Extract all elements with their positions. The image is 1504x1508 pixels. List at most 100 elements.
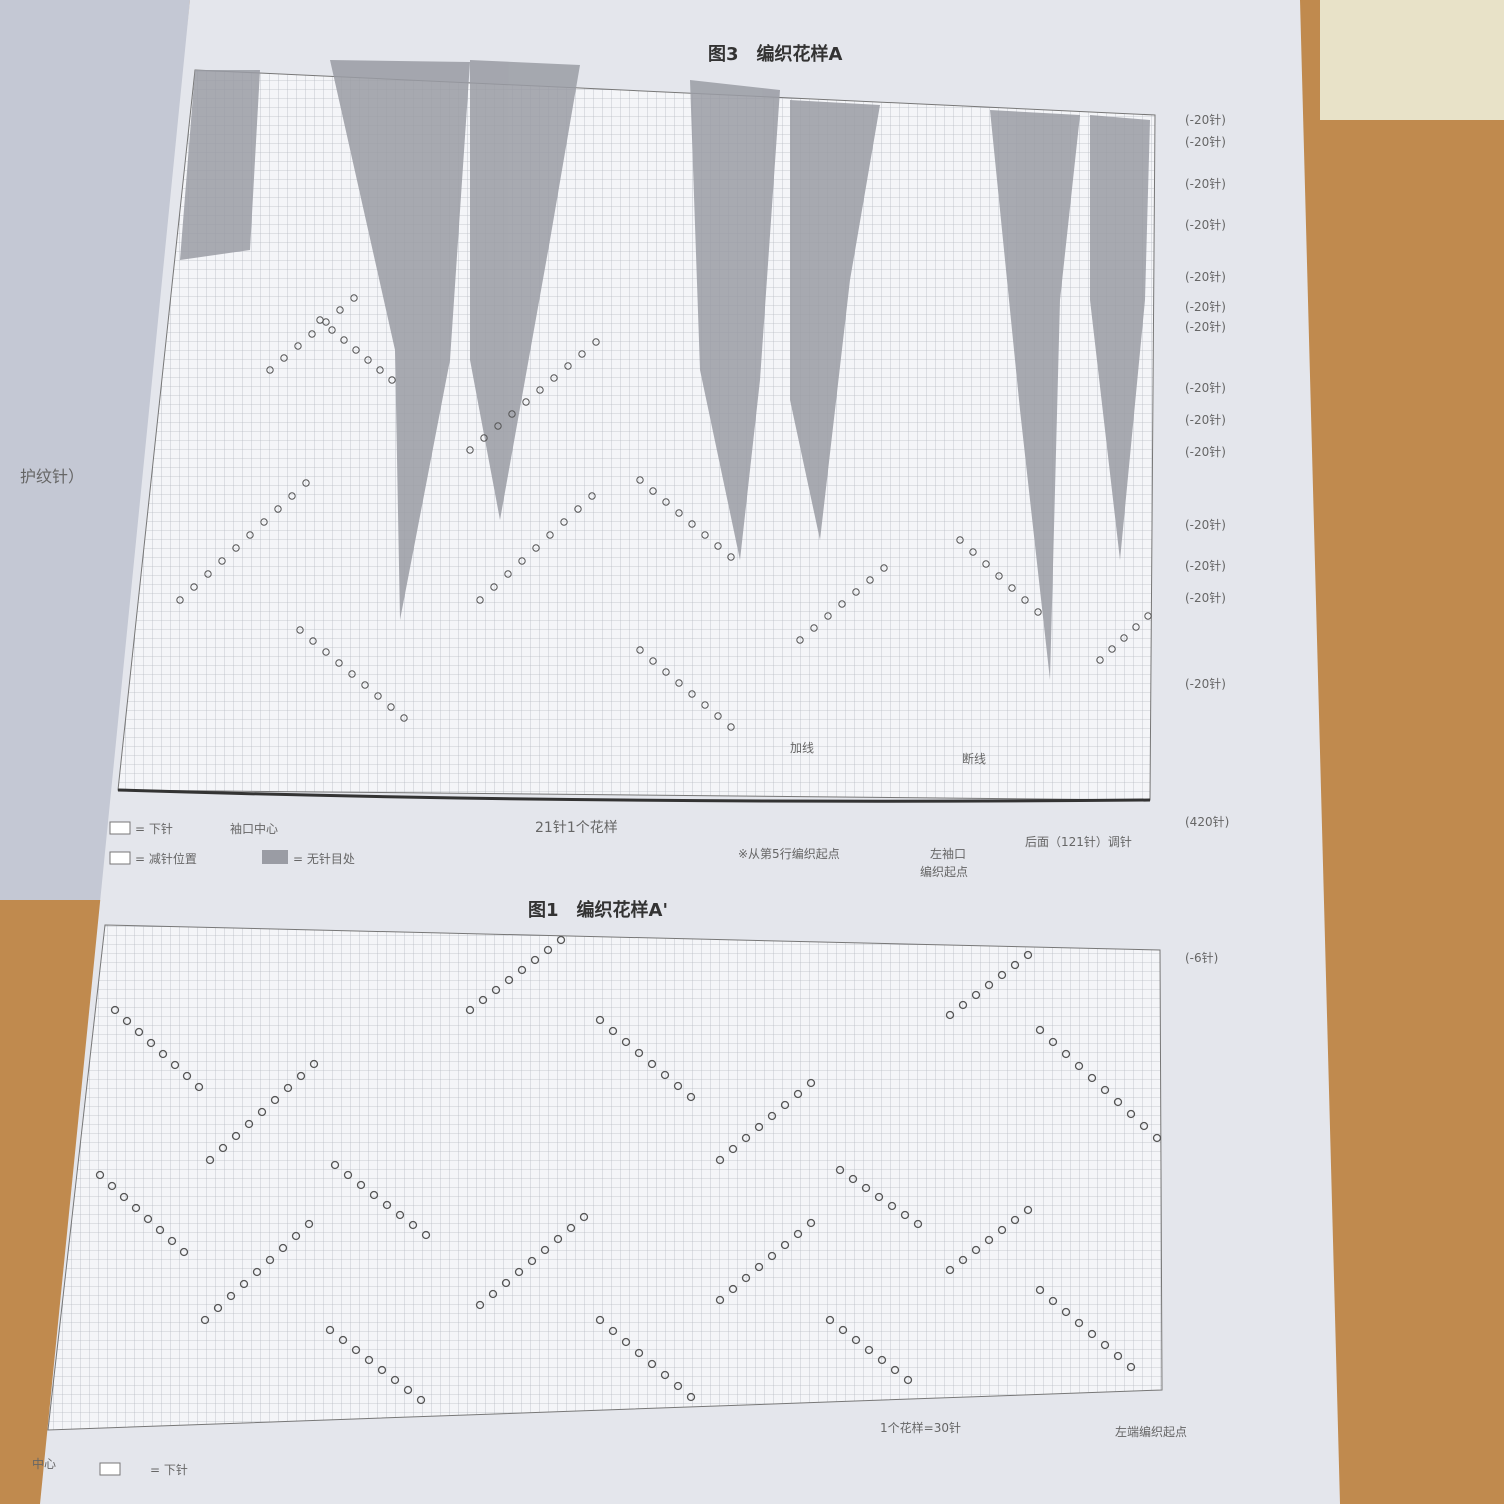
yarn-over xyxy=(204,570,212,578)
yarn-over xyxy=(1087,1073,1097,1083)
row-label: (-20针) xyxy=(1185,112,1226,127)
yarn-over xyxy=(982,560,990,568)
repeat: 1个花样=30针 xyxy=(880,1420,961,1435)
yarn-over xyxy=(218,1143,228,1153)
yarn-over xyxy=(356,1180,366,1190)
yarn-over xyxy=(403,1385,413,1395)
yarn-over xyxy=(715,1295,725,1305)
yarn-over xyxy=(890,1365,900,1375)
yarn-over xyxy=(348,670,356,678)
yarn-over xyxy=(351,1345,361,1355)
join: 加线 xyxy=(790,741,814,755)
yarn-over xyxy=(608,1326,618,1336)
yarn-over xyxy=(170,1060,180,1070)
yarn-over xyxy=(527,1256,537,1266)
yarn-over xyxy=(400,714,408,722)
yarn-over xyxy=(352,346,360,354)
yarn-over xyxy=(476,596,484,604)
yarn-over xyxy=(517,965,527,975)
yarn-over xyxy=(903,1375,913,1385)
yarn-over xyxy=(325,1325,335,1335)
yarn-over xyxy=(480,434,488,442)
yarn-over xyxy=(754,1262,764,1272)
yarn-over xyxy=(1132,623,1140,631)
yarn-over xyxy=(194,1082,204,1092)
yarn-over xyxy=(675,679,683,687)
yarn-over xyxy=(1035,1025,1045,1035)
legend: = 无针目处 xyxy=(293,851,355,866)
yarn-over xyxy=(508,410,516,418)
yarn-over xyxy=(662,668,670,676)
yarn-over xyxy=(984,1235,994,1245)
yarn-over xyxy=(566,1223,576,1233)
yarn-over xyxy=(595,1315,605,1325)
yarn-over xyxy=(296,1071,306,1081)
yarn-over xyxy=(810,624,818,632)
yarn-over xyxy=(848,1174,858,1184)
yarn-over xyxy=(796,636,804,644)
yarn-over xyxy=(1152,1133,1162,1143)
yarn-over xyxy=(608,1026,618,1036)
yarn-over xyxy=(488,1289,498,1299)
yarn-over xyxy=(302,479,310,487)
yarn-over xyxy=(701,701,709,709)
yarn-over xyxy=(984,980,994,990)
yarn-over xyxy=(649,657,657,665)
yarn-over xyxy=(995,572,1003,580)
row-label: (-20针) xyxy=(1185,517,1226,532)
yarn-over xyxy=(294,342,302,350)
yarn-over xyxy=(134,1027,144,1037)
repeat: 21针1个花样 xyxy=(535,820,618,836)
yarn-over xyxy=(110,1005,120,1015)
yarn-over xyxy=(265,1255,275,1265)
yarn-over xyxy=(861,1183,871,1193)
yarn-over xyxy=(376,366,384,374)
yarn-over xyxy=(945,1265,955,1275)
yarn-over xyxy=(660,1070,670,1080)
start: 左端编织起点 xyxy=(1115,1424,1187,1439)
yarn-over xyxy=(852,588,860,596)
yarn-over xyxy=(877,1355,887,1365)
yarn-over xyxy=(494,422,502,430)
yarn-over xyxy=(338,1335,348,1345)
start-note: ※从第5行编织起点 xyxy=(738,846,840,861)
legend-box xyxy=(262,850,288,864)
yarn-over xyxy=(260,518,268,526)
yarn-over xyxy=(728,1144,738,1154)
yarn-over xyxy=(592,338,600,346)
yarn-over xyxy=(374,692,382,700)
yarn-over xyxy=(588,492,596,500)
yarn-over xyxy=(714,542,722,550)
yarn-over xyxy=(824,612,832,620)
yarn-over xyxy=(218,557,226,565)
yarn-over xyxy=(278,1243,288,1253)
yarn-over xyxy=(350,294,358,302)
yarn-over xyxy=(335,659,343,667)
yarn-over xyxy=(421,1230,431,1240)
yarn-over xyxy=(701,531,709,539)
yarn-over xyxy=(232,544,240,552)
yarn-over xyxy=(291,1231,301,1241)
row-label: (-20针) xyxy=(1185,412,1226,427)
yarn-over xyxy=(167,1236,177,1246)
yarn-over xyxy=(767,1111,777,1121)
yarn-over xyxy=(793,1229,803,1239)
yarn-over xyxy=(956,536,964,544)
yarn-over xyxy=(1144,612,1152,620)
yarn-over xyxy=(874,1192,884,1202)
legend-box xyxy=(109,821,131,835)
yarn-over xyxy=(122,1016,132,1026)
legend: = 下针 xyxy=(150,1462,188,1477)
yarn-over xyxy=(336,306,344,314)
yarn-over xyxy=(504,570,512,578)
yarn-over xyxy=(969,548,977,556)
row-label: (-20针) xyxy=(1185,176,1226,191)
yarn-over xyxy=(780,1100,790,1110)
yarn-over xyxy=(835,1165,845,1175)
legend: 袖口中心 xyxy=(230,821,278,836)
yarn-over xyxy=(257,1107,267,1117)
book-corner xyxy=(1320,0,1504,120)
yarn-over xyxy=(364,1355,374,1365)
yarn-over xyxy=(971,1245,981,1255)
yarn-over xyxy=(190,583,198,591)
